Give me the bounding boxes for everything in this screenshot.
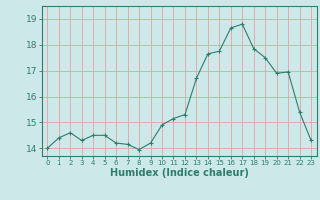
X-axis label: Humidex (Indice chaleur): Humidex (Indice chaleur) <box>110 168 249 178</box>
